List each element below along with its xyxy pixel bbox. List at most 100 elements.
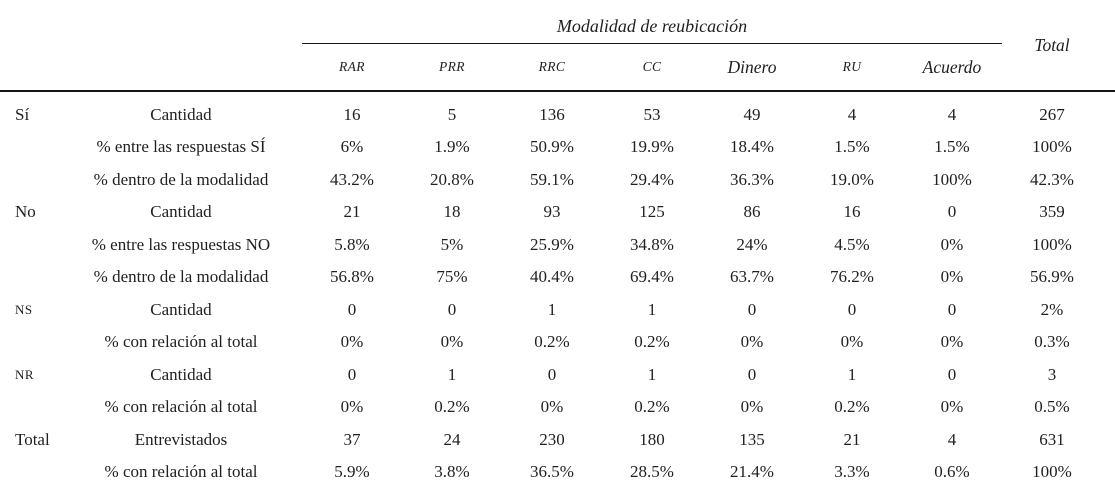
data-cell: 0 (947, 364, 957, 384)
data-cell: 16 (843, 202, 861, 222)
data-cell: 1.9% (434, 137, 470, 157)
spanner-heading: Modalidad de reubicación (556, 16, 748, 36)
data-cell: 0% (840, 332, 864, 352)
header-rule (0, 90, 1115, 92)
data-cell: 69.4% (630, 267, 674, 287)
data-cell: 1 (647, 299, 657, 319)
total-cell: 0.5% (1034, 397, 1070, 417)
row-group-label: Total (15, 429, 50, 449)
data-cell: 24% (736, 234, 768, 254)
table-row: % entre las respuestas SÍ 6% 1.9% 50.9% 19.9… (0, 131, 1115, 164)
data-cell: 0 (947, 202, 957, 222)
row-stat-label: Cantidad (150, 364, 212, 384)
row-group-label: No (15, 202, 36, 222)
data-cell: 0.2% (434, 397, 470, 417)
column-header-prr: PRR (439, 59, 465, 74)
data-cell: 0% (340, 397, 364, 417)
column-header-acuerdo: Acuerdo (922, 56, 982, 77)
data-cell: 1 (447, 364, 457, 384)
data-cell: 21 (343, 202, 361, 222)
data-cell: 5.9% (334, 462, 370, 482)
data-cell: 0 (947, 299, 957, 319)
data-cell: 0.2% (634, 332, 670, 352)
column-header-rrc: RRC (538, 59, 566, 74)
total-cell: 267 (1039, 104, 1065, 124)
data-cell: 25.9% (530, 234, 574, 254)
row-group-label: Sí (15, 104, 30, 124)
data-cell: 21.4% (730, 462, 774, 482)
data-cell: 50.9% (530, 137, 574, 157)
data-cell: 0 (347, 364, 357, 384)
row-stat-label: Cantidad (150, 299, 212, 319)
table-row: Total Entrevistados 37 24 230 180 135 21 4 631 (0, 423, 1115, 456)
data-cell: 53 (643, 104, 661, 124)
table-row: NS Cantidad 0 0 1 1 0 0 0 2% (0, 293, 1115, 326)
column-header-cc: CC (642, 59, 662, 74)
total-cell: 3 (1047, 364, 1057, 384)
data-cell: 4 (947, 104, 957, 124)
spanner-group: Modalidad de reubicación (302, 0, 1002, 44)
data-cell: 3.3% (834, 462, 870, 482)
row-stat-label: % con relación al total (104, 462, 258, 482)
column-header-dinero: Dinero (727, 56, 777, 77)
row-group-label: NR (15, 366, 35, 382)
data-cell: 0% (940, 332, 964, 352)
data-cell: 19.0% (830, 169, 874, 189)
table-row: % con relación al total 0% 0.2% 0% 0.2% 0% 0.2… (0, 391, 1115, 424)
data-cell: 20.8% (430, 169, 474, 189)
table-header: Modalidad de reubicación Total RAR PRR RRC… (0, 0, 1115, 90)
data-cell: 3.8% (434, 462, 470, 482)
data-cell: 0% (940, 234, 964, 254)
table-row: No Cantidad 21 18 93 125 86 16 0 359 (0, 196, 1115, 229)
data-cell: 93 (543, 202, 561, 222)
table-row: NR Cantidad 0 1 0 1 0 1 0 3 (0, 358, 1115, 391)
data-cell: 18.4% (730, 137, 774, 157)
data-cell: 0% (540, 397, 564, 417)
data-cell: 24 (443, 429, 461, 449)
total-cell: 359 (1039, 202, 1065, 222)
data-cell: 6% (340, 137, 364, 157)
table-row: % entre las respuestas NO 5.8% 5% 25.9% 34.8… (0, 228, 1115, 261)
row-stat-label: % entre las respuestas SÍ (96, 137, 266, 157)
data-cell: 0 (747, 299, 757, 319)
data-cell: 5.8% (334, 234, 370, 254)
total-cell: 100% (1032, 137, 1072, 157)
data-cell: 37 (343, 429, 361, 449)
table-row: Sí Cantidad 16 5 136 53 49 4 4 267 (0, 98, 1115, 131)
data-cell: 0% (940, 397, 964, 417)
row-group-label: NS (15, 301, 33, 317)
total-cell: 100% (1032, 234, 1072, 254)
table-row: % con relación al total 5.9% 3.8% 36.5% 28.5… (0, 456, 1115, 489)
data-cell: 0.2% (634, 397, 670, 417)
data-cell: 180 (639, 429, 665, 449)
column-header-total: Total (1034, 34, 1070, 55)
data-cell: 0.2% (534, 332, 570, 352)
data-cell: 75% (436, 267, 468, 287)
total-cell: 2% (1040, 299, 1064, 319)
table-row: % dentro de la modalidad 56.8% 75% 40.4% 69.… (0, 261, 1115, 294)
data-cell: 4 (947, 429, 957, 449)
row-stat-label: Cantidad (150, 104, 212, 124)
data-cell: 0 (847, 299, 857, 319)
data-cell: 1 (647, 364, 657, 384)
data-cell: 5 (447, 104, 457, 124)
row-stat-label: % con relación al total (104, 332, 258, 352)
data-cell: 16 (343, 104, 361, 124)
data-cell: 86 (743, 202, 761, 222)
data-cell: 136 (539, 104, 565, 124)
data-cell: 0 (747, 364, 757, 384)
data-cell: 100% (932, 169, 972, 189)
data-cell: 125 (639, 202, 665, 222)
data-cell: 0% (740, 397, 764, 417)
data-cell: 0 (547, 364, 557, 384)
data-cell: 1.5% (834, 137, 870, 157)
data-cell: 0% (440, 332, 464, 352)
data-cell: 43.2% (330, 169, 374, 189)
total-cell: 631 (1039, 429, 1065, 449)
data-cell: 1 (847, 364, 857, 384)
data-cell: 0.6% (934, 462, 970, 482)
data-cell: 49 (743, 104, 761, 124)
table-body: Sí Cantidad 16 5 136 53 49 4 4 267 % entre las res… (0, 92, 1115, 488)
data-cell: 0% (740, 332, 764, 352)
